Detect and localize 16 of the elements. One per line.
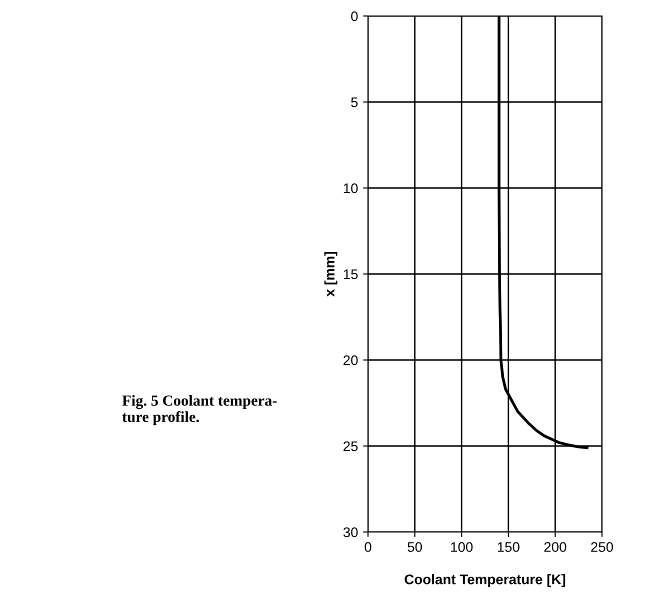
y-tick-label: 15 xyxy=(344,269,358,280)
x-tick-label: 200 xyxy=(544,542,566,552)
y-tick-label: 20 xyxy=(344,355,358,366)
y-tick-label: 30 xyxy=(343,527,358,538)
y-tick-label: 25 xyxy=(344,441,358,452)
caption: Fig. 5 Coolant tempera- ture profile. xyxy=(122,395,277,426)
x-tick-label: 0 xyxy=(364,542,372,552)
x-tick-label: 50 xyxy=(408,542,422,552)
y-tick-label: 5 xyxy=(351,97,358,108)
y-tick-label: 0 xyxy=(351,11,358,22)
x-tick-label: 250 xyxy=(591,542,614,552)
x-axis-title: Coolant Temperature [K] xyxy=(404,574,566,588)
x-tick-label: 100 xyxy=(451,542,473,552)
x-tick-label: 150 xyxy=(498,542,520,552)
y-axis-title: x [mm] xyxy=(324,252,338,297)
y-tick-label: 10 xyxy=(344,183,358,194)
